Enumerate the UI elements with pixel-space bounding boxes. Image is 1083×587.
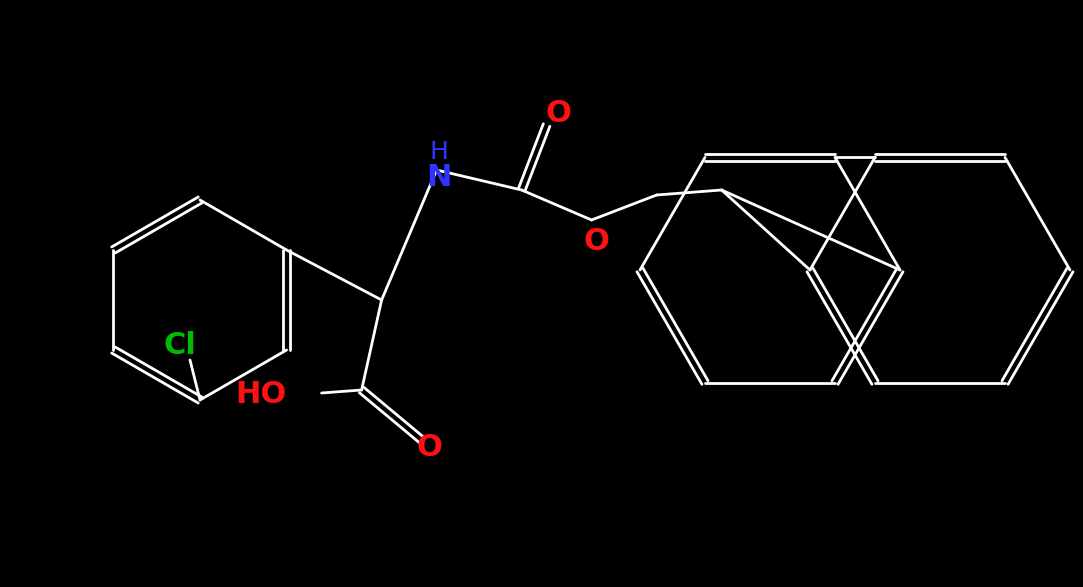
Text: H: H — [429, 140, 448, 164]
Text: N: N — [426, 164, 452, 193]
Text: O: O — [584, 228, 610, 257]
Text: O: O — [546, 99, 572, 127]
Text: Cl: Cl — [164, 330, 196, 359]
Text: O: O — [417, 434, 443, 463]
Text: HO: HO — [235, 380, 287, 410]
